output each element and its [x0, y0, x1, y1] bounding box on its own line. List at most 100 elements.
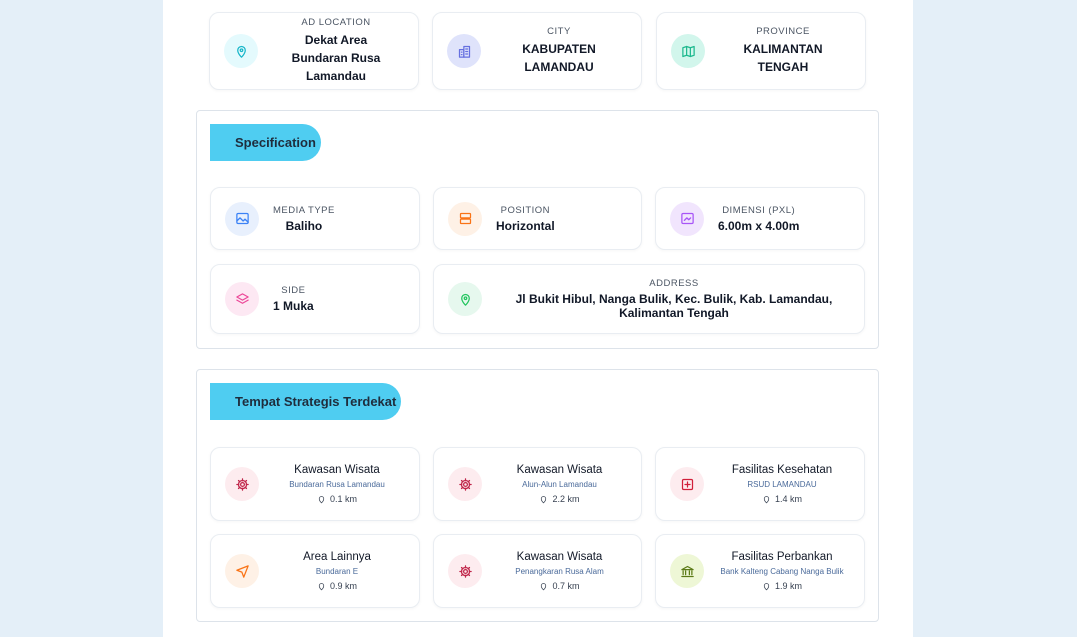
icon	[225, 282, 259, 316]
card-text: ADDRESS Jl Bukit Hibul, Nanga Bulik, Kec.…	[504, 265, 844, 333]
card-text: DIMENSI (PXL) 6.00m x 4.00m	[718, 188, 856, 249]
icon	[225, 554, 259, 588]
place-name: Bank Kalteng Cabang Nanga Bulik	[720, 567, 844, 576]
section-header: Tempat Strategis Terdekat	[210, 383, 401, 420]
distance-icon	[318, 495, 325, 503]
label: SIDE	[281, 285, 306, 296]
distance-row: 1.9 km	[762, 581, 802, 591]
card-text: PROVINCE KALIMANTAN TENGAH	[709, 13, 857, 89]
distance: 0.1 km	[329, 494, 357, 504]
value: KALIMANTAN TENGAH	[743, 42, 823, 74]
distance-icon	[318, 582, 325, 590]
section-header: Specification	[210, 124, 321, 161]
icon-glyph	[458, 45, 470, 58]
nearby-card: Area Lainnya Bundaran E 0.9 km	[210, 534, 420, 608]
label: AD LOCATION	[301, 17, 371, 28]
value: KABUPATEN LAMANDAU	[522, 42, 596, 74]
label: MEDIA TYPE	[273, 204, 335, 216]
spec-card: ADDRESS Jl Bukit Hibul, Nanga Bulik, Kec.…	[433, 264, 865, 334]
icon-glyph	[235, 564, 249, 578]
card-text: Kawasan Wisata Bundaran Rusa Lamandau 0.1 …	[263, 448, 411, 520]
card-text: Kawasan Wisata Alun-Alun Lamandau 2.2 km	[486, 448, 633, 520]
distance-icon	[763, 495, 770, 503]
label: POSITION	[500, 204, 551, 216]
icon-glyph	[681, 478, 693, 490]
distance-row: 0.1 km	[317, 494, 357, 504]
icon	[670, 201, 704, 236]
icon-glyph	[680, 212, 694, 225]
value: 6.00m x 4.00m	[718, 218, 800, 233]
icon-glyph	[458, 564, 472, 578]
nearby-card: Kawasan Wisata Bundaran Rusa Lamandau 0.1 …	[210, 447, 420, 521]
icon-glyph	[459, 212, 471, 225]
spec-card: MEDIA TYPE Baliho	[210, 187, 420, 250]
place-name: RSUD LAMANDAU	[747, 480, 817, 489]
icon-glyph	[681, 45, 695, 57]
value: Horizontal	[496, 218, 555, 233]
icon-glyph	[235, 477, 249, 491]
place-name: Alun-Alun Lamandau	[522, 480, 597, 489]
text-group: POSITION Horizontal	[496, 205, 555, 233]
icon	[224, 34, 258, 68]
value: Jl Bukit Hibul, Nanga Bulik, Kec. Bulik,…	[515, 292, 833, 320]
nearby-card: Fasilitas Perbankan Bank Kalteng Cabang N…	[655, 534, 865, 608]
icon-glyph	[460, 293, 470, 306]
info-card: PROVINCE KALIMANTAN TENGAH	[656, 12, 866, 90]
icon	[448, 467, 482, 501]
value: Baliho	[285, 218, 323, 233]
spec-card: DIMENSI (PXL) 6.00m x 4.00m	[655, 187, 865, 250]
text-group: MEDIA TYPE Baliho	[273, 205, 335, 233]
icon	[670, 554, 704, 588]
value: Dekat Area Bundaran Rusa Lamandau	[291, 33, 381, 83]
card-text: AD LOCATION Dekat Area Bundaran Rusa Lama…	[262, 13, 410, 89]
place-name: Bundaran Rusa Lamandau	[289, 480, 385, 489]
card-text: SIDE 1 Muka	[273, 265, 411, 333]
label: CITY	[547, 26, 571, 37]
spec-card: POSITION Horizontal	[433, 187, 642, 250]
icon-glyph	[235, 212, 249, 225]
distance-row: 0.9 km	[317, 581, 357, 591]
distance-row: 1.4 km	[762, 494, 802, 504]
icon	[448, 282, 482, 316]
spec-card: SIDE 1 Muka	[210, 264, 420, 334]
icon-glyph	[680, 565, 694, 577]
category: Kawasan Wisata	[294, 464, 380, 476]
card-text: Kawasan Wisata Penangkaran Rusa Alam 0.7 k…	[486, 535, 633, 607]
icon-glyph	[236, 45, 246, 58]
distance: 2.2 km	[552, 494, 580, 504]
distance: 1.4 km	[774, 494, 802, 504]
icon	[225, 467, 259, 501]
nearby-card: Kawasan Wisata Penangkaran Rusa Alam 0.7 k…	[433, 534, 642, 608]
place-name: Penangkaran Rusa Alam	[515, 567, 604, 576]
category: Kawasan Wisata	[516, 464, 603, 476]
distance-icon	[541, 582, 547, 590]
card-text: Fasilitas Kesehatan RSUD LAMANDAU 1.4 km	[708, 448, 856, 520]
label: PROVINCE	[756, 26, 810, 37]
info-card: AD LOCATION Dekat Area Bundaran Rusa Lama…	[209, 12, 419, 90]
distance-icon	[541, 495, 547, 503]
category: Fasilitas Kesehatan	[731, 464, 833, 476]
card-text: POSITION Horizontal	[496, 188, 633, 249]
text-group: SIDE 1 Muka	[273, 285, 314, 313]
distance: 1.9 km	[774, 581, 802, 591]
category: Kawasan Wisata	[516, 551, 603, 563]
card-text: MEDIA TYPE Baliho	[273, 188, 411, 249]
card-text: Fasilitas Perbankan Bank Kalteng Cabang N…	[708, 535, 856, 607]
label: DIMENSI (PXL)	[722, 204, 796, 216]
icon	[448, 554, 482, 588]
icon	[225, 201, 259, 236]
place-name: Bundaran E	[315, 567, 359, 576]
info-card: CITY KABUPATEN LAMANDAU	[432, 12, 642, 90]
icon-glyph	[235, 292, 249, 304]
distance: 0.9 km	[329, 581, 357, 591]
value: 1 Muka	[273, 299, 314, 313]
nearby-card: Fasilitas Kesehatan RSUD LAMANDAU 1.4 km	[655, 447, 865, 521]
category: Area Lainnya	[303, 551, 371, 563]
card-text: Area Lainnya Bundaran E 0.9 km	[263, 535, 411, 607]
nearby-card: Kawasan Wisata Alun-Alun Lamandau 2.2 km	[433, 447, 642, 521]
card-text: CITY KABUPATEN LAMANDAU	[485, 13, 633, 89]
icon	[670, 467, 704, 501]
distance: 0.7 km	[552, 581, 580, 591]
icon-glyph	[458, 477, 472, 491]
